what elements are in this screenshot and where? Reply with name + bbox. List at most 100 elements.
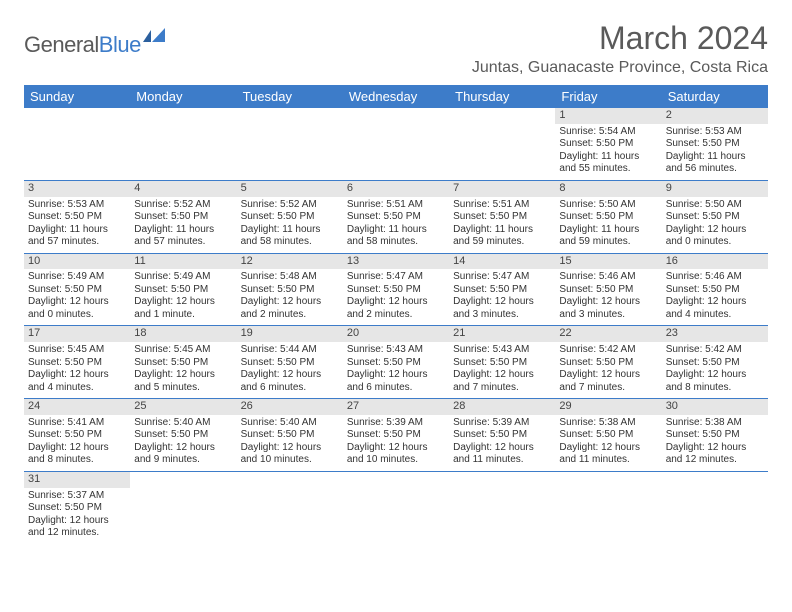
day-header: Friday xyxy=(555,85,661,108)
day-number: 15 xyxy=(555,254,661,270)
daylight-text: Daylight: 12 hours and 11 minutes. xyxy=(453,442,551,467)
daylight-text: Daylight: 12 hours and 0 minutes. xyxy=(28,296,126,321)
sunset-text: Sunset: 5:50 PM xyxy=(241,284,339,297)
calendar-cell xyxy=(662,472,768,544)
day-header: Tuesday xyxy=(237,85,343,108)
sunrise-text: Sunrise: 5:46 AM xyxy=(666,271,764,284)
sunset-text: Sunset: 5:50 PM xyxy=(666,284,764,297)
sunset-text: Sunset: 5:50 PM xyxy=(559,138,657,151)
sunrise-text: Sunrise: 5:39 AM xyxy=(453,417,551,430)
title-block: March 2024 Juntas, Guanacaste Province, … xyxy=(472,20,768,77)
sunrise-text: Sunrise: 5:45 AM xyxy=(134,344,232,357)
calendar-cell: 15Sunrise: 5:46 AMSunset: 5:50 PMDayligh… xyxy=(555,254,661,326)
day-number: 5 xyxy=(237,181,343,197)
day-number: 25 xyxy=(130,399,236,415)
calendar-cell: 14Sunrise: 5:47 AMSunset: 5:50 PMDayligh… xyxy=(449,254,555,326)
calendar-cell: 22Sunrise: 5:42 AMSunset: 5:50 PMDayligh… xyxy=(555,326,661,398)
sunset-text: Sunset: 5:50 PM xyxy=(134,284,232,297)
week-row: 1Sunrise: 5:54 AMSunset: 5:50 PMDaylight… xyxy=(24,108,768,181)
logo-part1: General xyxy=(24,32,99,57)
sunrise-text: Sunrise: 5:54 AM xyxy=(559,126,657,139)
sunrise-text: Sunrise: 5:53 AM xyxy=(28,199,126,212)
sunset-text: Sunset: 5:50 PM xyxy=(559,357,657,370)
day-number: 22 xyxy=(555,326,661,342)
calendar-cell: 2Sunrise: 5:53 AMSunset: 5:50 PMDaylight… xyxy=(662,108,768,180)
daylight-text: Daylight: 11 hours and 55 minutes. xyxy=(559,151,657,176)
day-header: Wednesday xyxy=(343,85,449,108)
day-number: 8 xyxy=(555,181,661,197)
sunset-text: Sunset: 5:50 PM xyxy=(28,502,126,515)
sunset-text: Sunset: 5:50 PM xyxy=(666,357,764,370)
daylight-text: Daylight: 12 hours and 12 minutes. xyxy=(666,442,764,467)
sunset-text: Sunset: 5:50 PM xyxy=(347,429,445,442)
sunrise-text: Sunrise: 5:40 AM xyxy=(134,417,232,430)
sunset-text: Sunset: 5:50 PM xyxy=(453,357,551,370)
daylight-text: Daylight: 11 hours and 58 minutes. xyxy=(241,224,339,249)
calendar-cell: 27Sunrise: 5:39 AMSunset: 5:50 PMDayligh… xyxy=(343,399,449,471)
calendar-cell: 18Sunrise: 5:45 AMSunset: 5:50 PMDayligh… xyxy=(130,326,236,398)
sunset-text: Sunset: 5:50 PM xyxy=(453,284,551,297)
day-number: 10 xyxy=(24,254,130,270)
day-number: 6 xyxy=(343,181,449,197)
day-number: 17 xyxy=(24,326,130,342)
location: Juntas, Guanacaste Province, Costa Rica xyxy=(472,59,768,77)
sunset-text: Sunset: 5:50 PM xyxy=(666,429,764,442)
day-number: 31 xyxy=(24,472,130,488)
day-number: 11 xyxy=(130,254,236,270)
calendar-cell: 1Sunrise: 5:54 AMSunset: 5:50 PMDaylight… xyxy=(555,108,661,180)
sunrise-text: Sunrise: 5:53 AM xyxy=(666,126,764,139)
calendar-cell xyxy=(130,108,236,180)
sunset-text: Sunset: 5:50 PM xyxy=(559,284,657,297)
sunrise-text: Sunrise: 5:37 AM xyxy=(28,490,126,503)
sunset-text: Sunset: 5:50 PM xyxy=(559,211,657,224)
sunset-text: Sunset: 5:50 PM xyxy=(347,211,445,224)
day-number: 28 xyxy=(449,399,555,415)
sunset-text: Sunset: 5:50 PM xyxy=(134,429,232,442)
sunrise-text: Sunrise: 5:42 AM xyxy=(666,344,764,357)
daylight-text: Daylight: 12 hours and 10 minutes. xyxy=(241,442,339,467)
calendar-cell xyxy=(130,472,236,544)
calendar-cell: 12Sunrise: 5:48 AMSunset: 5:50 PMDayligh… xyxy=(237,254,343,326)
calendar-cell: 13Sunrise: 5:47 AMSunset: 5:50 PMDayligh… xyxy=(343,254,449,326)
day-number: 9 xyxy=(662,181,768,197)
daylight-text: Daylight: 12 hours and 8 minutes. xyxy=(666,369,764,394)
sunrise-text: Sunrise: 5:52 AM xyxy=(241,199,339,212)
daylight-text: Daylight: 12 hours and 7 minutes. xyxy=(453,369,551,394)
daylight-text: Daylight: 12 hours and 2 minutes. xyxy=(241,296,339,321)
calendar-cell: 29Sunrise: 5:38 AMSunset: 5:50 PMDayligh… xyxy=(555,399,661,471)
calendar-cell xyxy=(237,472,343,544)
day-number: 3 xyxy=(24,181,130,197)
day-number: 21 xyxy=(449,326,555,342)
calendar-cell: 21 Sunrise: 5:43 AMSunset: 5:50 PMDayligh… xyxy=(449,326,555,398)
calendar-cell xyxy=(343,108,449,180)
sunset-text: Sunset: 5:50 PM xyxy=(347,357,445,370)
week-row: 10Sunrise: 5:49 AMSunset: 5:50 PMDayligh… xyxy=(24,254,768,327)
calendar-cell: 16Sunrise: 5:46 AMSunset: 5:50 PMDayligh… xyxy=(662,254,768,326)
sunset-text: Sunset: 5:50 PM xyxy=(666,138,764,151)
calendar-cell: 20Sunrise: 5:43 AMSunset: 5:50 PMDayligh… xyxy=(343,326,449,398)
day-number: 13 xyxy=(343,254,449,270)
daylight-text: Daylight: 12 hours and 11 minutes. xyxy=(559,442,657,467)
calendar-cell xyxy=(555,472,661,544)
sunrise-text: Sunrise: 5:41 AM xyxy=(28,417,126,430)
daylight-text: Daylight: 12 hours and 4 minutes. xyxy=(666,296,764,321)
calendar-cell: 24Sunrise: 5:41 AMSunset: 5:50 PMDayligh… xyxy=(24,399,130,471)
sunset-text: Sunset: 5:50 PM xyxy=(241,357,339,370)
daylight-text: Daylight: 11 hours and 56 minutes. xyxy=(666,151,764,176)
month-title: March 2024 xyxy=(472,20,768,57)
sunrise-text: Sunrise: 5:47 AM xyxy=(453,271,551,284)
sunrise-text: Sunrise: 5:42 AM xyxy=(559,344,657,357)
sunrise-text: Sunrise: 5:43 AM xyxy=(453,344,551,357)
sunset-text: Sunset: 5:50 PM xyxy=(28,284,126,297)
flag-icon xyxy=(143,28,169,51)
day-number: 27 xyxy=(343,399,449,415)
day-header-row: Sunday Monday Tuesday Wednesday Thursday… xyxy=(24,85,768,108)
sunrise-text: Sunrise: 5:50 AM xyxy=(666,199,764,212)
daylight-text: Daylight: 12 hours and 6 minutes. xyxy=(241,369,339,394)
sunset-text: Sunset: 5:50 PM xyxy=(666,211,764,224)
header: GeneralBlue March 2024 Juntas, Guanacast… xyxy=(24,20,768,77)
daylight-text: Daylight: 12 hours and 3 minutes. xyxy=(559,296,657,321)
calendar-cell: 3Sunrise: 5:53 AMSunset: 5:50 PMDaylight… xyxy=(24,181,130,253)
daylight-text: Daylight: 12 hours and 1 minute. xyxy=(134,296,232,321)
calendar-cell xyxy=(24,108,130,180)
